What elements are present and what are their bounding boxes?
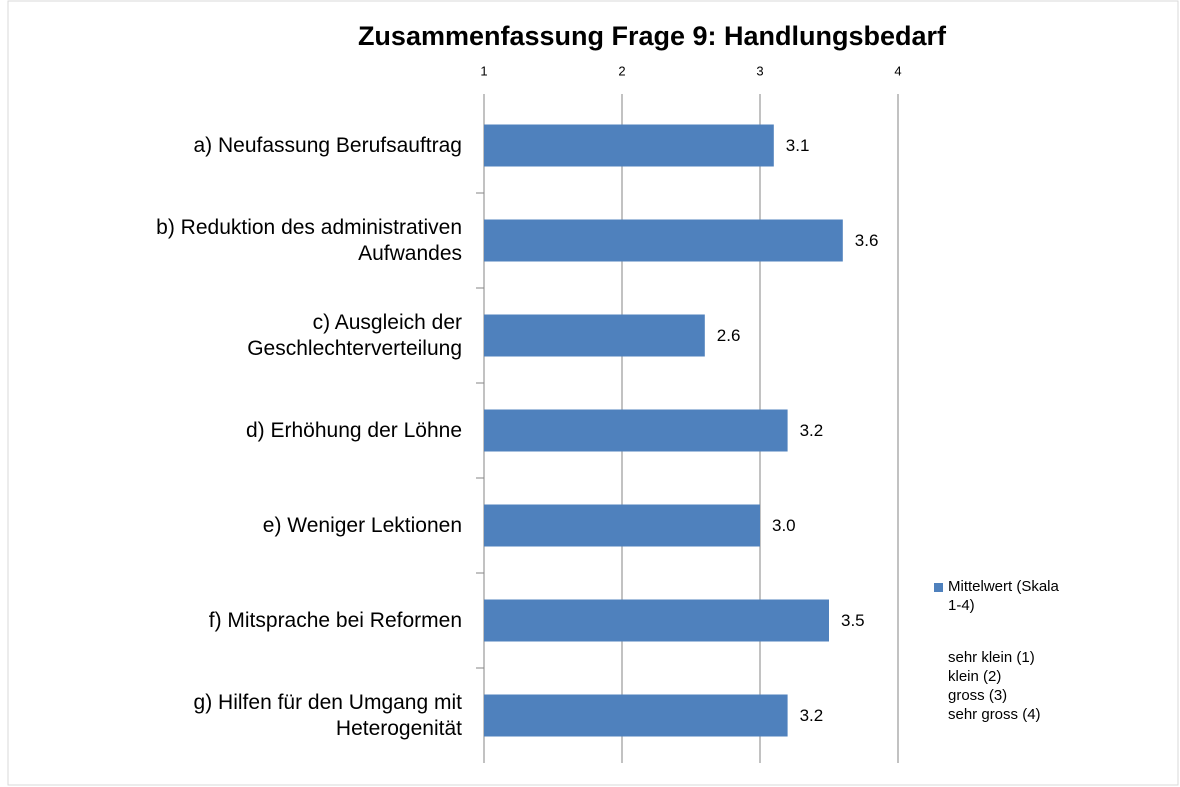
data-label: 3.5 bbox=[841, 611, 865, 630]
y-tick-label: g) Hilfen für den Umgang mit Heterogenit… bbox=[193, 690, 462, 740]
x-tick-label: 4 bbox=[894, 63, 901, 78]
bar bbox=[484, 504, 760, 547]
bar bbox=[484, 409, 788, 452]
data-label: 3.0 bbox=[772, 516, 796, 535]
legend-label: Mittelwert (Skala 1-4) bbox=[948, 578, 1059, 614]
x-tick-label: 2 bbox=[618, 63, 625, 78]
bar bbox=[484, 124, 774, 167]
legend-note: sehr klein (1) bbox=[948, 649, 1035, 666]
y-tick-label: f) Mitsprache bei Reformen bbox=[208, 608, 462, 632]
data-label: 2.6 bbox=[717, 326, 741, 345]
data-label: 3.1 bbox=[786, 136, 810, 155]
y-tick-label: c) Ausgleich der Geschlechterverteilung bbox=[247, 310, 462, 360]
y-tick-label: d) Erhöhung der Löhne bbox=[246, 418, 462, 442]
y-tick-label: e) Weniger Lektionen bbox=[262, 513, 462, 537]
bar bbox=[484, 219, 843, 262]
legend-note: sehr gross (4) bbox=[948, 706, 1041, 723]
y-tick-label: a) Neufassung Berufsauftrag bbox=[193, 133, 463, 157]
data-label: 3.2 bbox=[800, 421, 824, 440]
data-label: 3.2 bbox=[800, 706, 824, 725]
bar bbox=[484, 694, 788, 737]
legend-swatch bbox=[934, 583, 943, 592]
x-tick-label: 3 bbox=[756, 63, 763, 78]
frame bbox=[7, 0, 1179, 786]
data-label: 3.6 bbox=[855, 231, 879, 250]
bar bbox=[484, 599, 829, 642]
bar bbox=[484, 314, 705, 357]
legend-note: klein (2) bbox=[948, 668, 1002, 685]
legend-note: gross (3) bbox=[948, 687, 1008, 704]
y-tick-label: b) Reduktion des administrativen Aufwand… bbox=[156, 215, 462, 265]
x-tick-label: 1 bbox=[480, 63, 487, 78]
chart-title: Zusammenfassung Frage 9: Handlungsbedarf bbox=[358, 21, 947, 51]
